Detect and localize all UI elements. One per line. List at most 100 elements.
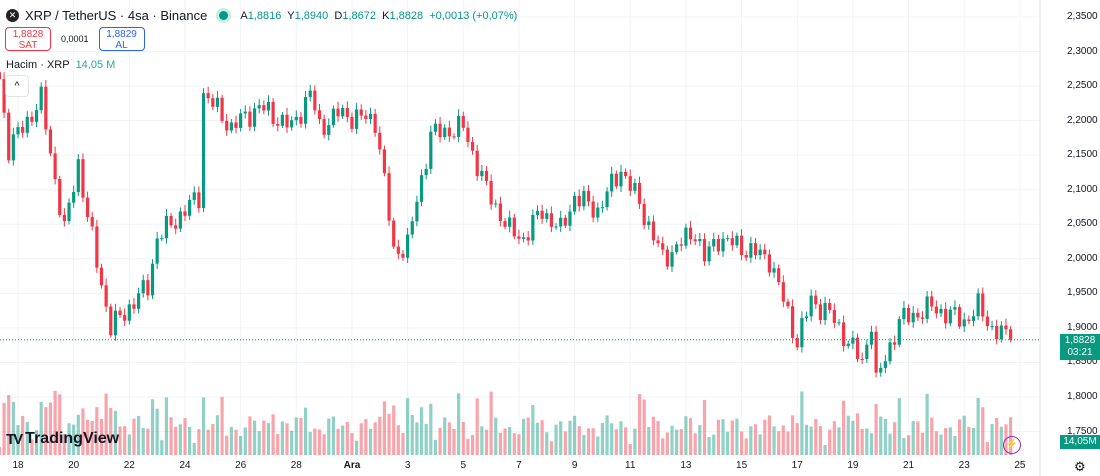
volume-bar — [637, 394, 642, 455]
candle-body — [239, 113, 243, 128]
volume-bar — [192, 442, 196, 455]
volume-bar — [378, 416, 382, 455]
volume-bar — [568, 420, 572, 455]
volume-bar — [582, 434, 586, 455]
buy-button[interactable]: 1,8829 AL — [98, 27, 145, 51]
candle-body — [651, 221, 656, 241]
candle-body — [410, 221, 414, 235]
candle-body — [721, 238, 725, 252]
candle-body — [183, 211, 187, 216]
candle-body — [11, 134, 15, 161]
volume-bar — [586, 428, 591, 455]
volume-bar — [679, 429, 683, 455]
volume-bar — [893, 422, 897, 455]
volume-legend: Hacim · XRP 14,05 M — [6, 59, 116, 71]
candle-body — [234, 122, 238, 128]
volume-bar — [248, 416, 252, 455]
volume-bar — [846, 415, 850, 455]
candle-body — [345, 107, 349, 117]
sell-button[interactable]: 1,8828 SAT — [5, 27, 51, 51]
candle-body — [971, 316, 976, 322]
candle-body — [443, 127, 447, 138]
volume-bar — [11, 401, 15, 455]
volume-bar — [554, 424, 558, 455]
volume-bar — [109, 407, 113, 455]
candle-body — [1009, 329, 1013, 340]
volume-bar — [303, 407, 308, 455]
candle-body — [679, 244, 683, 246]
volume-bar — [76, 414, 80, 455]
volume-bar — [526, 417, 530, 455]
volume-bar — [535, 422, 540, 455]
volume-bar — [494, 417, 498, 455]
volume-bar — [971, 427, 976, 455]
candle-body — [44, 86, 48, 130]
candle-body — [739, 235, 744, 255]
chevron-up-icon[interactable]: ^ — [5, 75, 29, 97]
trade-panel: 1,8828 SAT 0,0001 1,8829 AL — [5, 27, 145, 51]
volume-bar — [401, 432, 405, 455]
candle-body — [675, 244, 679, 253]
volume-bar — [44, 407, 48, 455]
volume-bar — [466, 438, 470, 455]
candle-body — [294, 116, 298, 121]
candle-body — [313, 90, 317, 111]
time-tick: 13 — [680, 460, 692, 471]
candle-body — [429, 131, 433, 169]
volume-bar — [753, 424, 758, 455]
volume-bar — [707, 437, 711, 455]
candle-body — [851, 337, 855, 344]
candle-body — [707, 246, 711, 262]
volume-bar — [906, 435, 911, 455]
candle-body — [21, 127, 25, 133]
tradingview-logo[interactable]: TV TradingView — [6, 430, 120, 448]
candle-body — [248, 111, 252, 127]
volume-bar — [879, 416, 883, 455]
gear-icon[interactable]: ⚙ — [1074, 459, 1086, 474]
time-tick: 7 — [516, 460, 522, 471]
candle-body — [777, 268, 781, 283]
candle-body — [341, 107, 345, 117]
time-tick: 18 — [12, 460, 24, 471]
volume-bar — [406, 398, 410, 455]
candle-body — [605, 191, 609, 208]
candle-body — [378, 132, 382, 150]
symbol-title[interactable]: XRP / TetherUS · 4sa · Binance — [25, 8, 208, 23]
candle-body — [818, 304, 823, 321]
candle-body — [396, 246, 400, 254]
candle-body — [930, 296, 934, 307]
volume-bar — [939, 434, 943, 455]
price-tick: 2,1500 — [1067, 149, 1098, 161]
candle-body — [285, 114, 289, 128]
volume-bar — [206, 429, 210, 455]
volume-bar — [90, 420, 94, 455]
spread: 0,0001 — [61, 34, 89, 44]
volume-bar — [549, 441, 554, 455]
candle-body — [888, 342, 892, 362]
volume-bar — [53, 390, 57, 455]
candle-body — [7, 112, 11, 161]
volume-bar — [712, 434, 716, 455]
candle-body — [201, 93, 206, 209]
time-tick: 23 — [958, 460, 970, 471]
volume-bar — [512, 433, 516, 455]
volume-bar — [132, 418, 136, 455]
volume-bar — [2, 402, 6, 455]
candle-body — [990, 326, 994, 328]
volume-bar — [874, 403, 878, 455]
volume-bar — [354, 440, 359, 455]
candle-body — [981, 293, 985, 317]
volume-bar — [804, 424, 809, 455]
volume-bar — [239, 435, 243, 455]
candle-body — [735, 235, 739, 246]
price-tick: 1,9500 — [1067, 287, 1098, 299]
time-tick: 28 — [290, 460, 302, 471]
volume-bar — [39, 401, 43, 455]
volume-bar — [280, 421, 284, 455]
lightning-icon[interactable]: ⚡ — [1003, 436, 1021, 454]
volume-bar — [860, 428, 864, 455]
volume-bar — [744, 438, 748, 455]
volume-bar — [387, 413, 391, 455]
candle-body — [865, 344, 869, 360]
